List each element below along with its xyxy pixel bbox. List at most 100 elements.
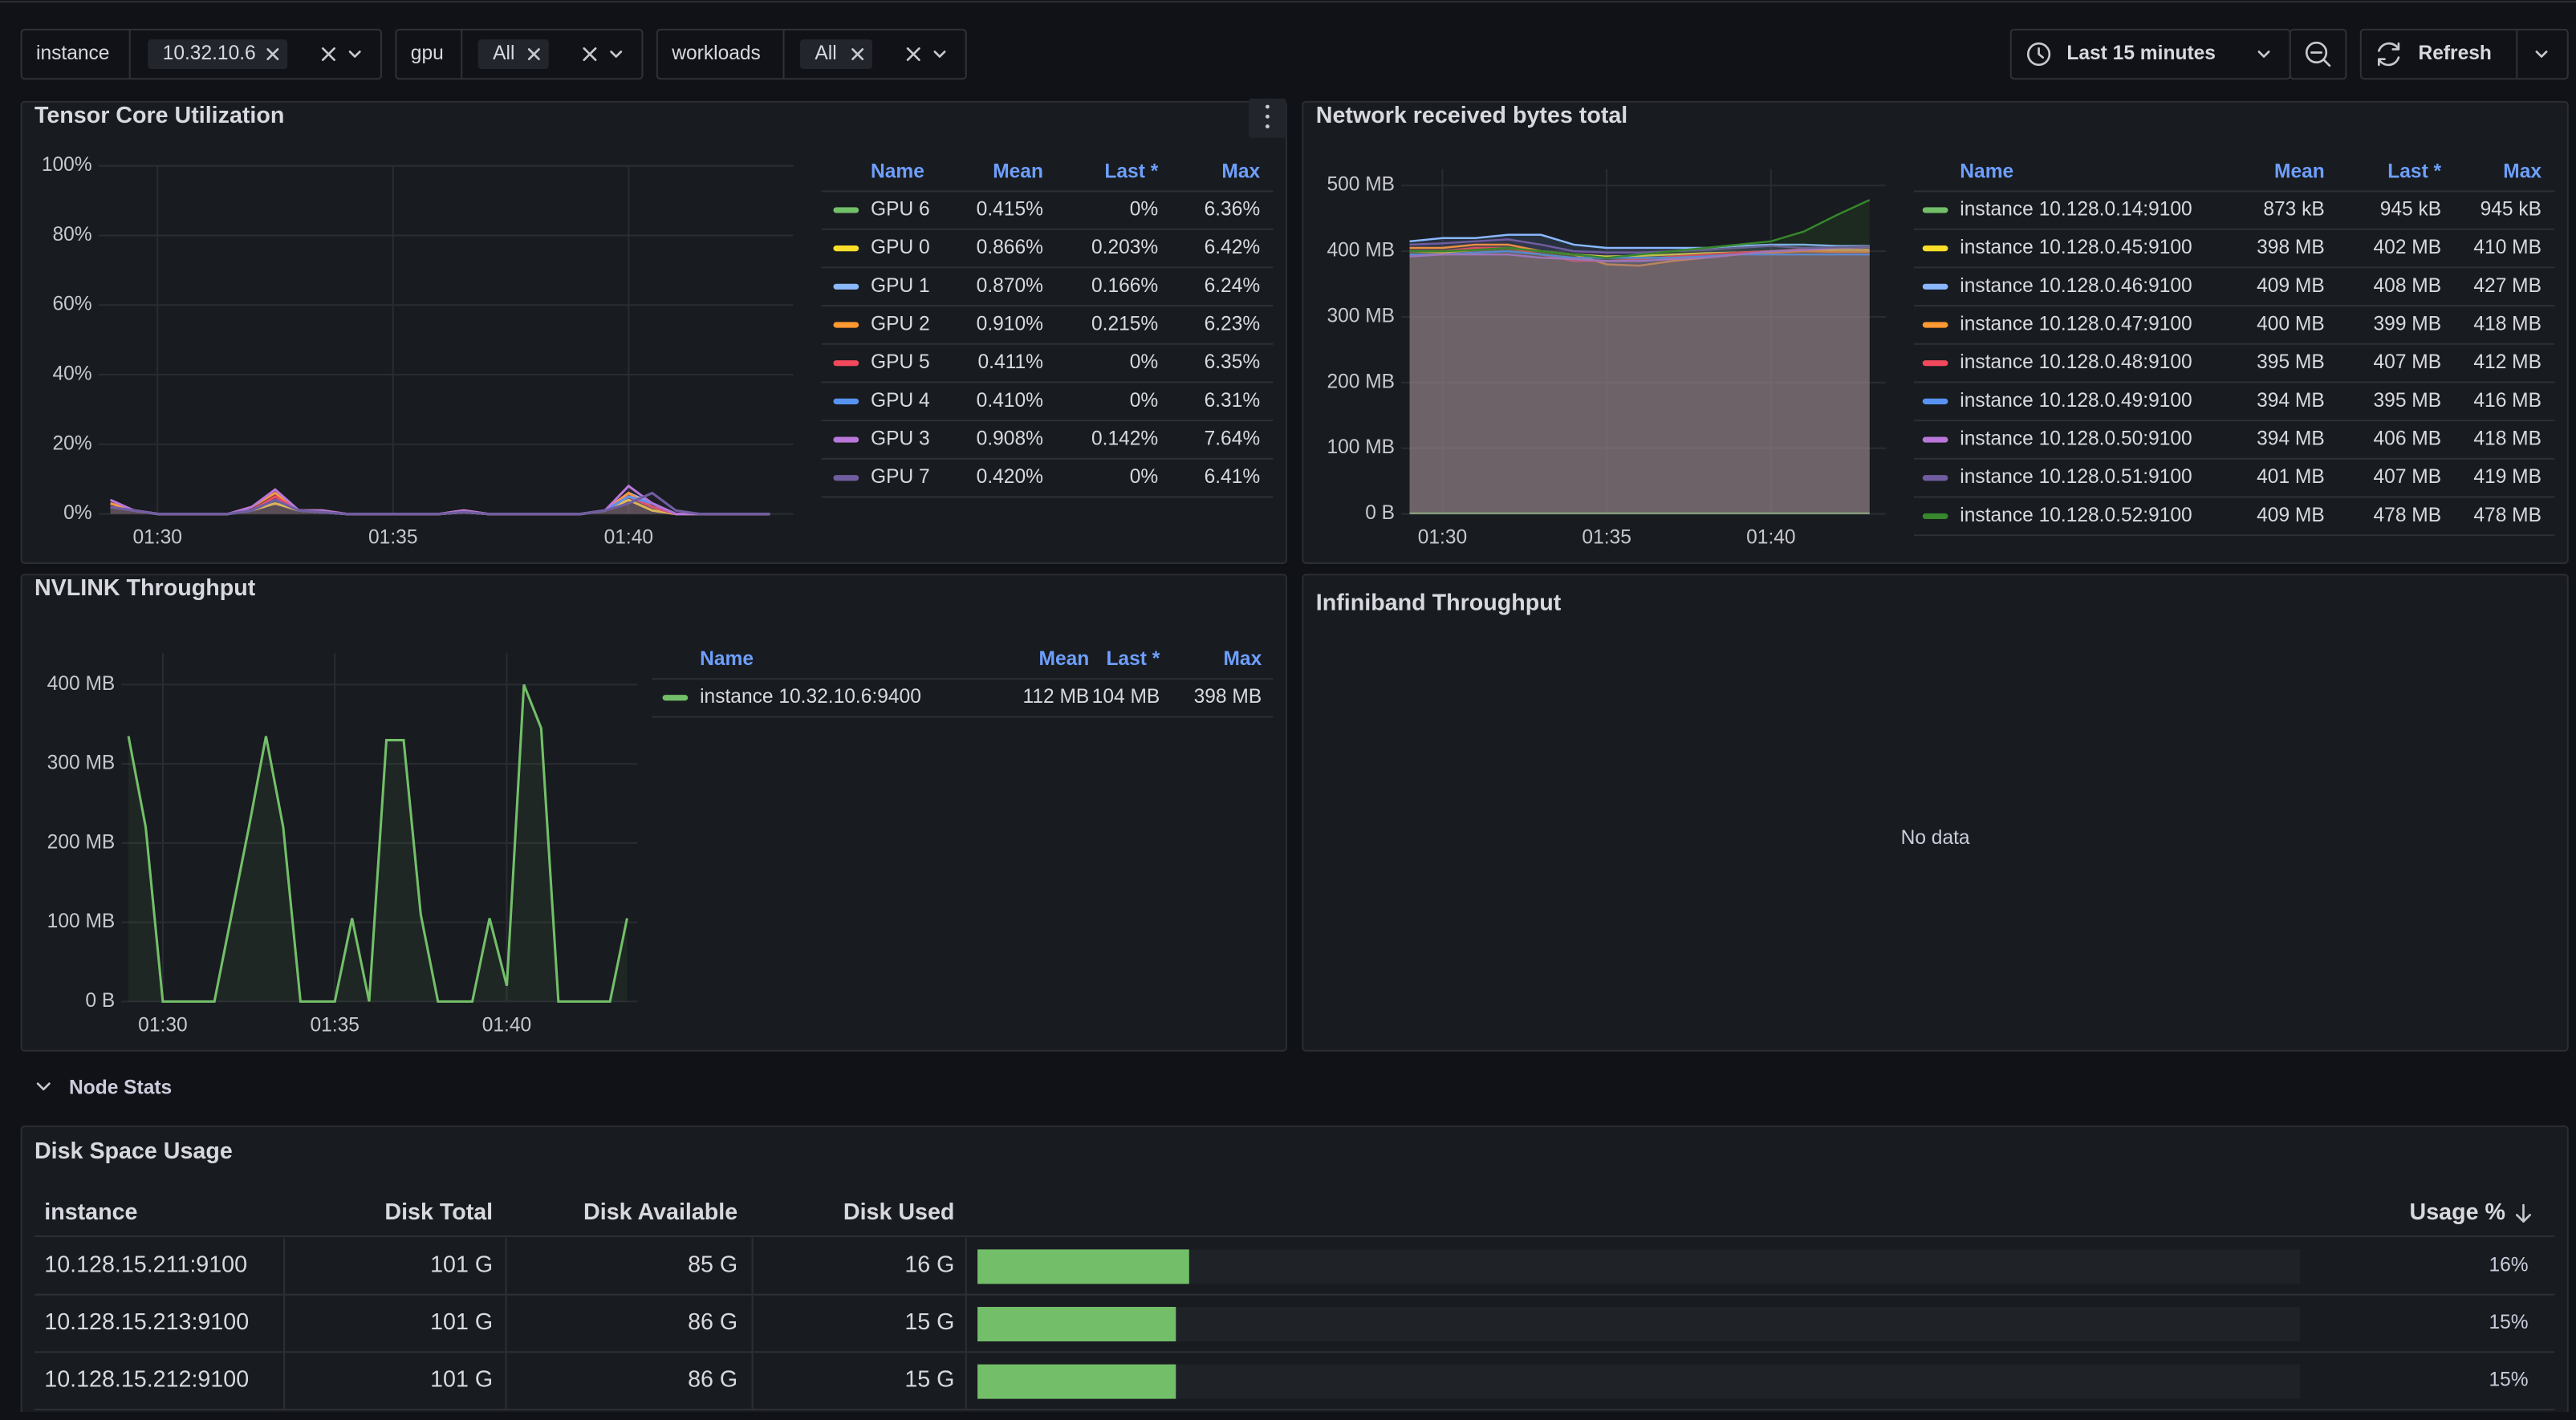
legend-name[interactable]: GPU 2 [871,313,930,335]
legend-name[interactable]: instance 10.32.10.6:9400 [700,686,921,708]
table-cell: 101 G [430,1252,493,1277]
legend-last: 478 MB [2374,505,2442,526]
legend-name[interactable]: instance 10.128.0.49:9100 [1960,390,2192,412]
menu-dot [1265,104,1270,109]
legend-name[interactable]: instance 10.128.0.47:9100 [1960,313,2192,335]
usage-track [977,1307,2301,1341]
legend-name[interactable]: instance 10.128.0.51:9100 [1960,466,2192,488]
series-line [1409,245,1870,262]
table-header[interactable]: instance [44,1199,137,1225]
legend-name[interactable]: GPU 6 [871,198,930,220]
x-tick-label: 01:30 [132,527,181,549]
legend-name[interactable]: GPU 4 [871,390,930,412]
legend-max: 6.42% [1205,237,1261,258]
row-title[interactable]: Node Stats [69,1077,172,1098]
legend-name[interactable]: GPU 7 [871,466,930,488]
legend-name[interactable]: GPU 5 [871,351,930,373]
legend-last: 406 MB [2374,428,2442,450]
variable-label: gpu [411,43,444,64]
usage-track [977,1249,2301,1284]
series-line [127,684,628,1003]
table-header[interactable]: Disk Available [583,1199,737,1225]
series-fill [128,684,628,1002]
chevron-icon [348,51,361,58]
legend-max: 6.36% [1205,198,1261,220]
legend-name[interactable]: instance 10.128.0.45:9100 [1960,237,2192,258]
clear-icon [266,48,279,61]
legend-mean: 394 MB [2257,428,2325,450]
legend-header: Last * [1106,648,1160,670]
table-cell: 86 G [688,1309,737,1335]
time-range[interactable]: Last 15 minutes [2066,43,2216,64]
x-tick-label: 01:40 [1746,527,1795,549]
legend-header: Mean [2274,160,2325,182]
legend-last: 0.142% [1091,428,1158,450]
legend-name[interactable]: instance 10.128.0.46:9100 [1960,275,2192,297]
variable-label: workloads [671,43,761,64]
table-cell: 10.128.15.211:9100 [44,1252,247,1277]
legend-max: 6.41% [1205,466,1261,488]
legend-mean: 0.908% [977,428,1043,450]
legend-mean: 400 MB [2257,313,2325,335]
x-tick-label: 01:30 [1418,527,1467,549]
legend-mean: 398 MB [2257,237,2325,258]
legend-name[interactable]: GPU 0 [871,237,930,258]
variable-chip[interactable] [148,39,288,69]
table-cell: 101 G [430,1309,493,1335]
table-header[interactable]: Disk Used [843,1199,955,1225]
variable-value: All [815,43,836,64]
legend-mean: 394 MB [2257,390,2325,412]
legend-mean: 873 kB [2263,198,2324,220]
series-line [1409,238,1870,254]
y-tick-label: 400 MB [47,673,116,695]
menu-dot [1265,124,1270,129]
legend-max: 418 MB [2473,313,2541,335]
usage-bar [977,1364,1176,1399]
variable-chip[interactable] [799,39,873,69]
legend-mean: 409 MB [2257,505,2325,526]
y-tick-label: 80% [52,224,91,245]
zoom-out-button[interactable] [2289,28,2347,80]
y-tick-label: 60% [52,294,91,315]
legend-last: 395 MB [2374,390,2442,412]
legend-max: 419 MB [2473,466,2541,488]
legend-last: 0.203% [1091,237,1158,258]
table-cell: 16 G [904,1252,954,1277]
legend-last: 407 MB [2374,466,2442,488]
legend-name[interactable]: instance 10.128.0.48:9100 [1960,351,2192,373]
table-cell: 101 G [430,1367,493,1393]
y-tick-label: 400 MB [1327,240,1395,262]
legend-name[interactable]: instance 10.128.0.52:9100 [1960,505,2192,526]
y-tick-label: 0% [63,502,91,524]
legend-name[interactable]: instance 10.128.0.14:9100 [1960,198,2192,220]
series-area [1409,247,1870,514]
legend-name[interactable]: GPU 1 [871,275,930,297]
row-collapse-icon[interactable] [36,1082,51,1091]
sort-icon [2515,1203,2532,1223]
series-fill [110,493,770,514]
refresh-icon [2378,42,2400,67]
y-tick-label: 20% [52,432,91,454]
legend-last: 0.215% [1091,313,1158,335]
y-tick-label: 300 MB [1327,305,1395,327]
refresh-label[interactable]: Refresh [2418,43,2491,64]
table-cell: 10.128.15.213:9100 [44,1309,249,1335]
series-line [1409,250,1870,259]
legend-max: 6.35% [1205,351,1261,373]
legend-mean: 409 MB [2257,275,2325,297]
legend-last: 0% [1130,390,1158,412]
legend-last: 408 MB [2374,275,2442,297]
x-tick-label: 01:40 [604,527,653,549]
variable-label: instance [36,43,109,64]
variable-chip[interactable] [477,39,549,69]
y-tick-label: 200 MB [1327,371,1395,392]
legend-max: 945 kB [2481,198,2541,220]
legend-name[interactable]: GPU 3 [871,428,930,450]
table-header[interactable]: Usage % [2410,1199,2505,1225]
legend-header: Last * [1104,160,1158,182]
x-tick-label: 01:35 [310,1015,359,1037]
table-cell: 15 G [904,1309,954,1335]
legend-name[interactable]: instance 10.128.0.50:9100 [1960,428,2192,450]
table-header[interactable]: Disk Total [384,1199,493,1225]
